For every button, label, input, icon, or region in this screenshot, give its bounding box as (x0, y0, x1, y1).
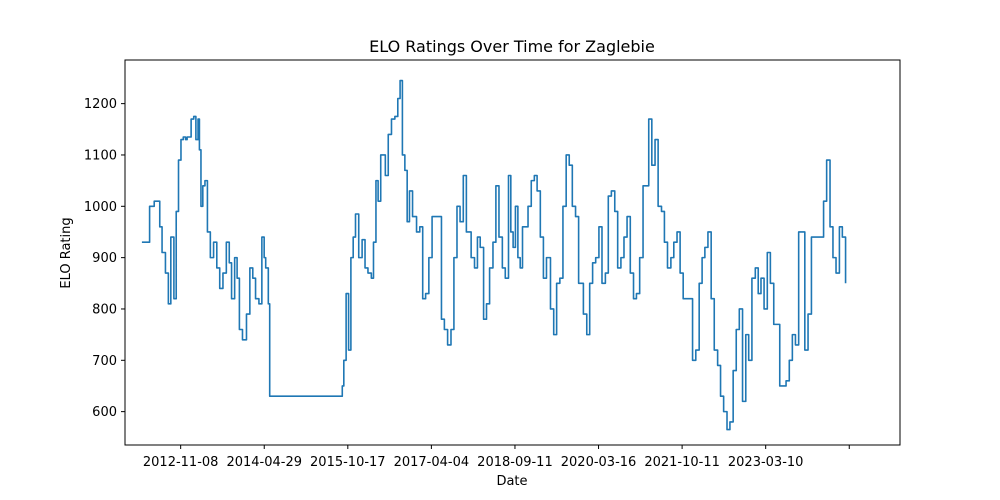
x-tick-label: 2012-11-08 (143, 455, 219, 470)
y-tick-label: 1000 (84, 200, 117, 215)
x-tick-label: 2017-04-04 (394, 455, 470, 470)
x-tick-label: 2014-04-29 (226, 455, 302, 470)
y-axis-label: ELO Rating (59, 217, 74, 288)
chart-title: ELO Ratings Over Time for Zaglebie (369, 37, 655, 56)
elo-series-line (141, 79, 847, 431)
y-tick-label: 900 (92, 251, 117, 266)
y-tick-label: 600 (92, 405, 117, 420)
x-axis-label: Date (496, 474, 527, 489)
y-tick-label: 800 (92, 302, 117, 317)
x-tick-label: 2023-03-10 (728, 455, 804, 470)
y-tick-label: 700 (92, 354, 117, 369)
y-tick-label: 1200 (84, 97, 117, 112)
x-axis: 2012-11-08 2014-04-29 2015-10-17 2017-04-04… (143, 445, 850, 470)
y-tick-label: 1100 (84, 148, 117, 163)
x-tick-label: 2018-09-11 (477, 455, 553, 470)
x-tick-label: 2021-10-11 (644, 455, 720, 470)
x-tick-label: 2015-10-17 (310, 455, 386, 470)
x-tick-label: 2020-03-16 (561, 455, 637, 470)
y-axis: 600 700 800 900 1000 1100 1200 (84, 97, 125, 420)
plot-frame (124, 59, 901, 446)
plot-area: 600 700 800 900 1000 1100 1200 2012-11-08 2014-… (84, 59, 901, 470)
